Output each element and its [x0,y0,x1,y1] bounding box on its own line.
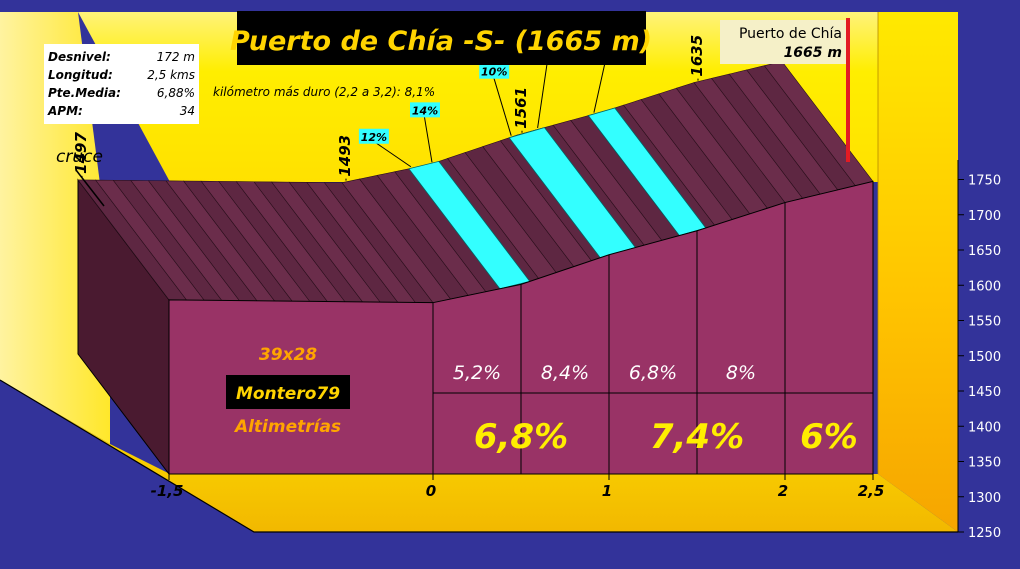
x-tick-label: 2,5 [858,482,885,500]
altitude-label: 1497 [72,132,90,174]
steep-callout-leader [372,140,412,168]
segment-grade-label: 8,4% [541,362,589,384]
altitude-label: 1561 [512,87,530,129]
marks-group: 5,2% 8,4% 6,8% 8% 6,8% 7,4% 6% 1497 1493 1561 1635… [72,35,858,457]
title-box [237,11,646,65]
stat-label: Longitud: [48,68,113,82]
km-grade-label: 6,8% [474,417,568,457]
y-tick-label: 1650 [968,244,1001,259]
segment-grade-label: 8% [726,362,756,384]
stat-label: APM: [47,104,83,118]
credit-author: Montero79 [236,384,340,404]
summit-label-box [720,20,846,64]
segment-grade-label: 5,2% [453,362,501,384]
x-tick-label: 2 [778,482,788,500]
stat-value: 6,88% [157,86,195,100]
page-title: Puerto de Chía -S- (1665 m) [230,26,652,57]
profile-group [77,61,874,476]
credit-size: 39x28 [259,345,317,365]
x-axis: -1,5 0 1 2 2,5 [151,474,885,500]
stats-table: Desnivel: 172 m Longitud: 2,5 kms Pte.Media:… [47,50,195,118]
steep-callout-box [479,63,510,79]
point-label-cruce: cruce [56,147,103,167]
stat-label: Pte.Media: [48,86,121,100]
point-label-cruce-leader [75,169,105,207]
stat-value: 34 [180,104,195,118]
credit-site: Altimetrías [233,417,341,437]
steep-callout-leader [492,75,512,136]
steep-callout-leader [423,114,433,163]
steep-callout-label: 14% [412,104,438,117]
y-tick-label: 1500 [968,350,1001,365]
stats-box [44,44,199,124]
km-grade-label: 7,4% [650,417,744,457]
y-axis: 1250 1300 1350 1400 1450 1500 1550 1600 1650 1700… [957,160,1001,541]
stat-value: 2,5 kms [147,68,195,82]
steep-callout-label: 12% [361,131,387,144]
y-tick-label: 1250 [968,526,1001,541]
steep-callout-leader [593,58,607,113]
steep-callout-label: 10% [481,66,507,79]
x-tick-label: 1 [602,482,612,500]
stat-value: 172 m [157,50,195,64]
right-wall [878,12,958,532]
hardest-km-note: kilómetro más duro (2,2 a 3,2): 8,1% [213,85,435,99]
steep-callout-box [358,128,389,144]
km-grade-label: 6% [800,417,858,457]
steep-callout-leader [537,59,549,129]
credit-author-box [226,375,350,409]
y-tick-label: 1550 [968,315,1001,330]
floor [0,380,958,532]
y-tick-label: 1450 [968,385,1001,400]
altitude-label: 1493 [336,135,354,177]
stat-label: Desnivel: [48,50,111,64]
summit-label-name: Puerto de Chía [739,26,842,42]
x-tick-label: 0 [426,482,436,500]
y-tick-label: 1700 [968,209,1001,224]
summit-label-alt: 1665 m [784,45,842,61]
y-tick-label: 1400 [968,420,1001,435]
steep-callout-box [410,102,440,118]
y-tick-label: 1750 [968,174,1001,189]
y-tick-label: 1350 [968,456,1001,471]
segment-grade-label: 6,8% [629,362,677,384]
altitude-label: 1635 [688,35,706,77]
y-tick-label: 1300 [968,491,1001,506]
y-tick-label: 1600 [968,279,1001,294]
floor-edge [0,379,958,533]
x-tick-label: -1,5 [151,482,184,500]
